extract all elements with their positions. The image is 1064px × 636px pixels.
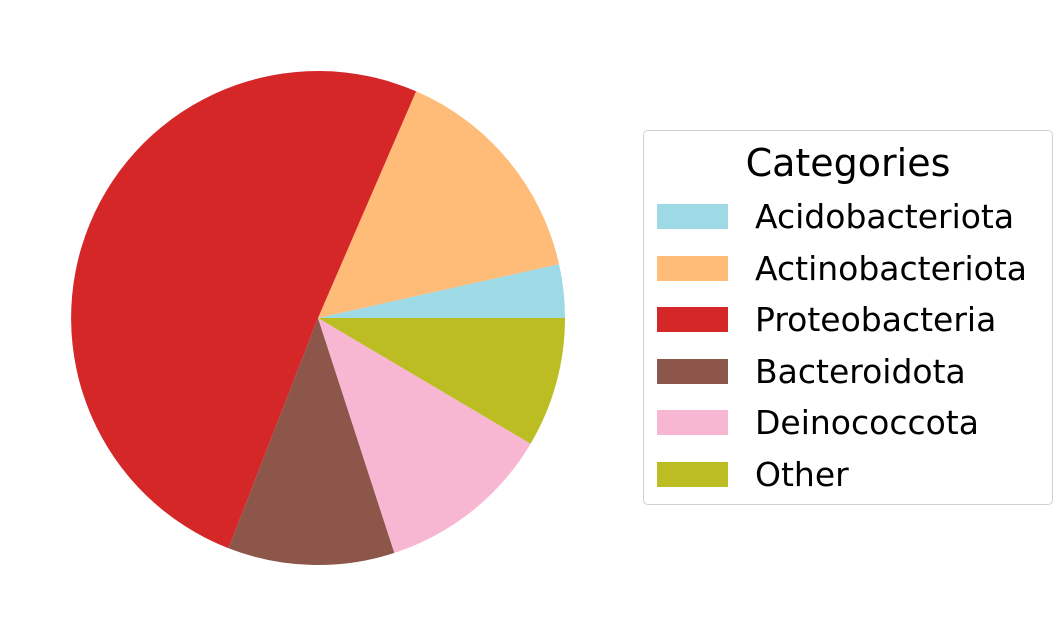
legend-label: Acidobacteriota <box>755 197 1015 236</box>
legend-label: Proteobacteria <box>755 300 997 339</box>
legend-swatch <box>657 461 728 487</box>
legend: Categories Acidobacteriota Actinobacterio… <box>643 130 1053 505</box>
legend-swatch <box>657 255 728 281</box>
pie-slices <box>71 71 565 565</box>
legend-label: Deinococcota <box>755 403 979 442</box>
pie-slice-bacteroidota <box>228 318 395 565</box>
pie-slice-deinococcota <box>318 318 531 553</box>
legend-label: Actinobacteriota <box>755 248 1027 288</box>
legend-title: Categories <box>745 141 951 185</box>
legend-label: Other <box>755 454 849 494</box>
legend-item-other: Other <box>644 455 1052 507</box>
legend-swatch <box>657 204 728 229</box>
legend-item-proteobacteria: Proteobacteria <box>644 300 1052 352</box>
legend-item-actinobacteriota: Actinobacteriota <box>644 249 1052 301</box>
legend-swatch <box>657 358 728 384</box>
legend-item-bacteroidota: Bacteroidota <box>644 352 1052 404</box>
legend-item-acidobacteriota: Acidobacteriota <box>644 197 1052 249</box>
pie-slice-acidobacteriota <box>318 264 565 318</box>
pie-slice-proteobacteria <box>71 71 417 549</box>
legend-swatch <box>657 307 728 332</box>
pie-slice-other <box>318 318 565 444</box>
legend-items: Acidobacteriota Actinobacteriota Proteobac… <box>644 197 1052 506</box>
legend-label: Bacteroidota <box>755 351 966 391</box>
pie-slice-actinobacteriota <box>318 91 560 318</box>
legend-swatch <box>657 410 728 435</box>
legend-item-deinococcota: Deinococcota <box>644 403 1052 455</box>
